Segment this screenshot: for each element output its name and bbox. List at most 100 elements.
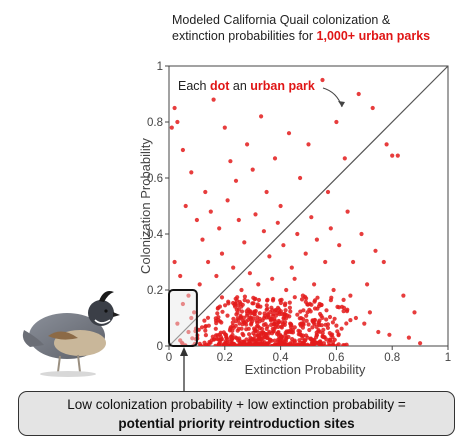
park-dot [252,312,257,317]
park-dot [240,339,245,345]
x-tick-label: 1 [445,352,451,364]
park-dot [297,316,302,321]
park-dot [226,343,231,346]
park-dot [240,331,245,336]
park-dot [259,342,264,346]
quail-wing [48,331,78,340]
park-dot [268,316,273,322]
park-dot [172,105,177,111]
park-dot [267,254,272,259]
quail-head [88,300,114,326]
park-dot [178,273,183,279]
park-dot [219,251,225,256]
park-dot [233,178,239,183]
park-dot [234,343,239,346]
park-dot [241,320,246,325]
park-dot [279,325,284,330]
park-dot [242,294,247,299]
park-dot [373,248,378,253]
park-dot [231,265,236,270]
park-dot [245,142,250,147]
park-dot [342,156,347,161]
y-tick-label: 0.8 [147,117,163,129]
park-dot [202,340,207,345]
quail-tail [22,330,44,347]
park-dot [261,322,266,327]
park-dot [342,343,347,346]
park-dot [190,336,195,341]
park-dot [258,304,263,309]
park-dot [169,125,174,130]
park-dot [288,309,293,314]
park-dot [216,315,221,320]
park-dot [256,297,262,303]
park-dot [325,322,331,327]
park-dot [189,315,194,321]
park-dot [219,295,225,300]
park-dot [283,301,288,306]
park-dot [249,321,254,326]
x-axis-label: Extinction Probability [245,362,366,377]
park-dot [264,307,269,312]
title-line-2-prefix: extinction probabilities for [172,29,317,43]
callout-pointer-arrowhead [180,347,188,356]
park-dot [308,309,313,314]
park-dot [186,329,191,335]
park-dot [362,321,367,326]
park-dot [236,338,241,343]
park-dot [336,342,341,346]
park-dot [219,320,224,325]
park-dot [192,310,197,315]
park-dot [232,302,237,307]
y-tick-label: 0 [157,341,163,353]
park-dot [301,317,306,322]
park-dot [337,243,342,248]
park-dot [406,335,411,340]
park-dot [353,315,358,321]
park-dot [284,287,289,293]
park-dot [202,318,207,323]
park-dot [274,322,279,327]
quail-beak [113,312,120,317]
park-dot [256,282,261,287]
park-dot [261,229,266,234]
park-dot [288,328,293,333]
park-dot [216,343,221,346]
park-dot [203,324,208,329]
park-dot [245,299,251,304]
park-dot [329,295,334,300]
park-dot [283,330,288,335]
x-tick-label: 0.8 [384,352,400,364]
park-dot [321,335,326,340]
park-dot [312,306,318,311]
park-dot [337,305,342,310]
park-dot [275,220,280,225]
park-dot [213,326,218,331]
park-dot [251,295,256,300]
y-tick-label: 1 [157,61,163,73]
park-dot [319,302,324,307]
park-dot [230,328,235,333]
park-dot [336,332,341,337]
annotation-arrowhead [338,101,345,107]
park-dot [239,309,245,314]
park-dot [300,336,305,341]
park-dot [253,212,258,217]
park-dot [282,311,287,316]
park-dot [330,335,335,340]
x-ticks: 0 0.2 0.4 0.6 0.8 1 [166,346,451,364]
park-dot [306,322,311,327]
park-dot [279,340,284,345]
annotation-text: Each dot an urban park [178,79,315,93]
title-line-1: Modeled California Quail colonization & [172,13,391,27]
park-dot [214,273,219,279]
park-dot [334,323,339,328]
park-dot [284,335,289,340]
park-dot [292,276,297,281]
park-dot [215,306,220,311]
park-dot [331,287,336,293]
park-dot [175,321,180,326]
annotation-dot-word: dot [210,79,230,93]
park-dot [289,265,294,270]
park-dot [339,326,344,331]
